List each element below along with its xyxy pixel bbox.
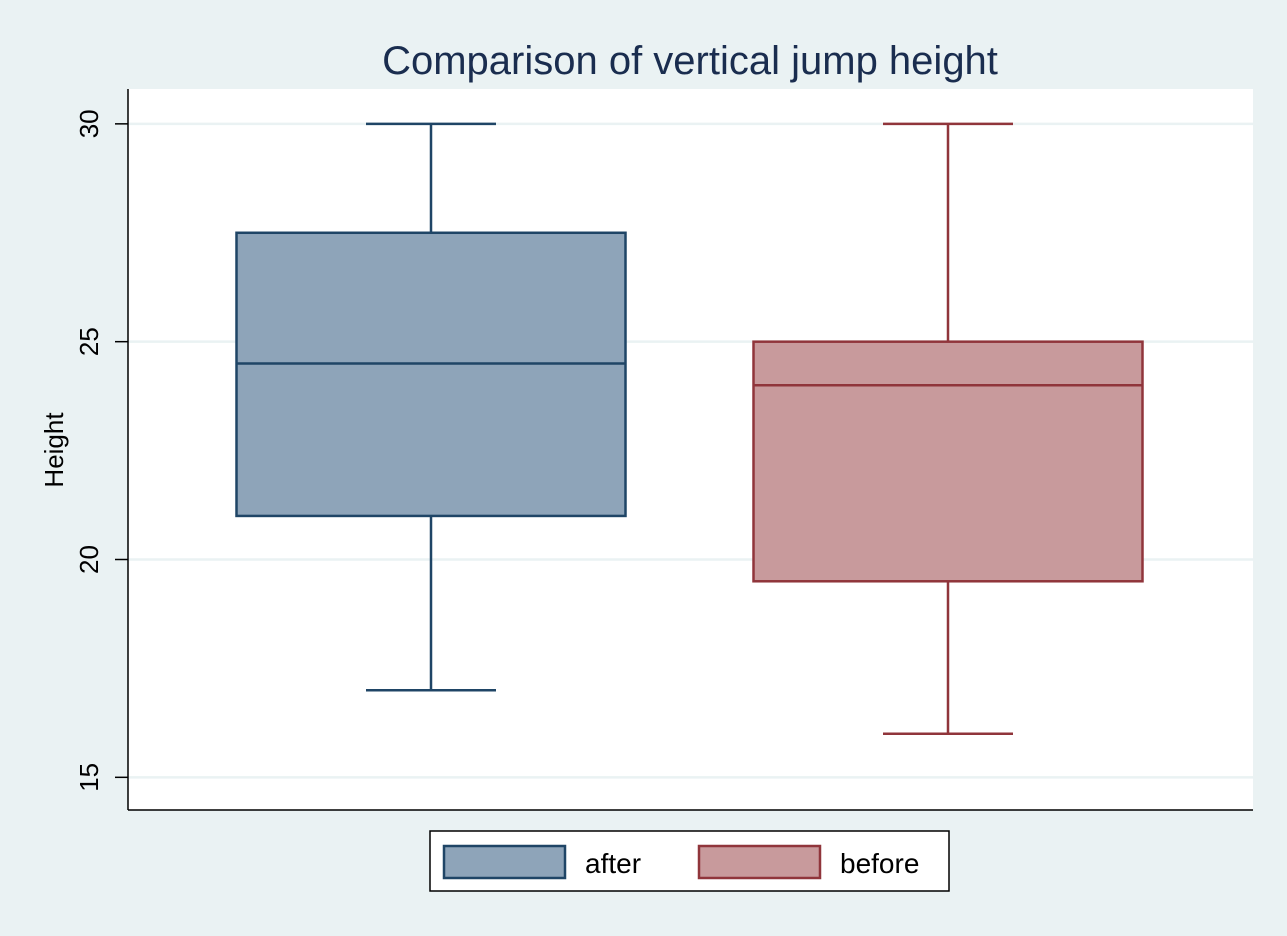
legend: after before bbox=[429, 830, 950, 892]
legend-swatch-before bbox=[697, 844, 822, 880]
legend-label-before: before bbox=[840, 848, 919, 879]
y-tick-label-20: 20 bbox=[74, 545, 104, 574]
y-tick-label-30: 30 bbox=[74, 109, 104, 138]
boxes bbox=[235, 122, 1144, 736]
y-tick-label-15: 15 bbox=[74, 763, 104, 792]
iqr-box-after bbox=[235, 231, 627, 518]
legend-label-after: after bbox=[585, 848, 641, 879]
y-axis-ticks: 15 20 25 30 bbox=[74, 109, 128, 792]
y-tick-label-25: 25 bbox=[74, 327, 104, 356]
y-axis-title: Height bbox=[39, 412, 69, 488]
iqr-box-before bbox=[752, 340, 1144, 583]
box-after bbox=[235, 122, 627, 692]
box-before bbox=[752, 122, 1144, 736]
legend-swatch-after bbox=[442, 844, 567, 880]
chart-title: Comparison of vertical jump height bbox=[382, 39, 998, 83]
